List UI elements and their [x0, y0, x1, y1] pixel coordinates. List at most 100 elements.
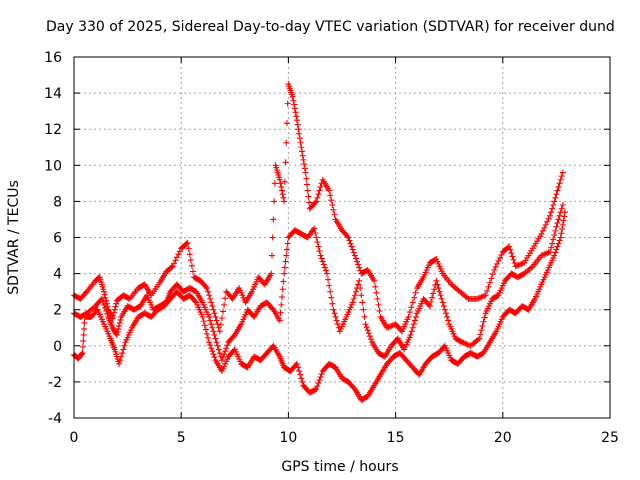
data-point [349, 299, 356, 306]
data-point [506, 243, 513, 250]
data-point [318, 255, 325, 262]
data-point [552, 249, 559, 256]
data-point [328, 294, 335, 301]
data-point [558, 173, 565, 180]
data-point [325, 276, 332, 283]
data-point [374, 295, 381, 302]
data-point [313, 386, 320, 393]
data-point [385, 324, 392, 331]
data-point [326, 282, 333, 289]
data-point [323, 270, 330, 277]
data-point [295, 126, 302, 133]
data-point [509, 253, 516, 260]
data-point [331, 310, 338, 317]
data-point [113, 300, 120, 307]
data-point [277, 309, 284, 316]
y-tick-label: 10 [44, 158, 62, 174]
data-point [329, 300, 336, 307]
data-point [559, 226, 566, 233]
plot-frame [73, 56, 611, 419]
data-point [405, 313, 412, 320]
data-point [320, 261, 327, 268]
data-point [296, 368, 303, 375]
data-point [328, 197, 335, 204]
y-tick-label: -4 [48, 411, 62, 427]
data-point [202, 326, 209, 333]
y-tick-label: 8 [53, 194, 62, 210]
data-point [276, 176, 283, 183]
data-point [555, 183, 562, 190]
data-point [114, 328, 121, 335]
data-point [185, 245, 192, 252]
data-point [319, 258, 326, 265]
data-point [431, 286, 438, 293]
data-point [209, 348, 216, 355]
data-point [510, 256, 517, 263]
x-tick-label: 25 [601, 430, 619, 446]
data-point [230, 333, 237, 340]
data-markers [71, 81, 568, 403]
y-tick-label: 2 [53, 303, 62, 319]
data-point [356, 264, 363, 271]
data-point [210, 328, 217, 335]
data-point [426, 303, 433, 310]
data-point [334, 321, 341, 328]
data-point [270, 216, 277, 223]
data-point [175, 251, 182, 258]
data-point [544, 218, 551, 225]
data-point [542, 250, 549, 257]
data-point [485, 283, 492, 290]
data-point [363, 324, 370, 331]
data-point [475, 295, 482, 302]
data-point [296, 135, 303, 142]
data-point [214, 321, 221, 328]
data-point [352, 255, 359, 262]
data-point [112, 303, 119, 310]
data-point [554, 187, 561, 194]
data-point [357, 285, 364, 292]
data-point [372, 283, 379, 290]
data-point [211, 354, 218, 361]
data-point [553, 246, 560, 253]
data-point [110, 312, 117, 319]
data-point [271, 198, 278, 205]
data-point [514, 262, 521, 269]
data-point [218, 357, 225, 364]
data-point [169, 263, 176, 270]
data-point [281, 270, 288, 277]
data-point [332, 313, 339, 320]
data-point [283, 139, 290, 146]
data-point [364, 327, 371, 334]
data-point [80, 337, 87, 344]
data-point [516, 261, 523, 268]
data-point [283, 252, 290, 259]
data-point [480, 318, 487, 325]
data-point [371, 277, 378, 284]
data-point [556, 180, 563, 187]
data-point [301, 161, 308, 168]
data-point [192, 298, 199, 305]
data-point [461, 340, 468, 347]
data-point [561, 213, 568, 220]
data-point [293, 117, 300, 124]
data-point [214, 342, 221, 349]
data-point [463, 340, 470, 347]
data-point [538, 252, 545, 259]
data-point [103, 297, 110, 304]
data-point [489, 271, 496, 278]
data-point [293, 360, 300, 367]
data-point [412, 313, 419, 320]
data-point [358, 292, 365, 299]
data-point [482, 292, 489, 299]
data-point [278, 301, 285, 308]
data-point [439, 299, 446, 306]
data-point [429, 294, 436, 301]
data-point [312, 199, 319, 206]
data-point [271, 180, 278, 187]
y-tick-label: 14 [44, 86, 62, 102]
data-point [281, 264, 288, 271]
data-point [437, 292, 444, 299]
data-point [297, 371, 304, 378]
data-point [348, 243, 355, 250]
data-point [412, 289, 419, 296]
